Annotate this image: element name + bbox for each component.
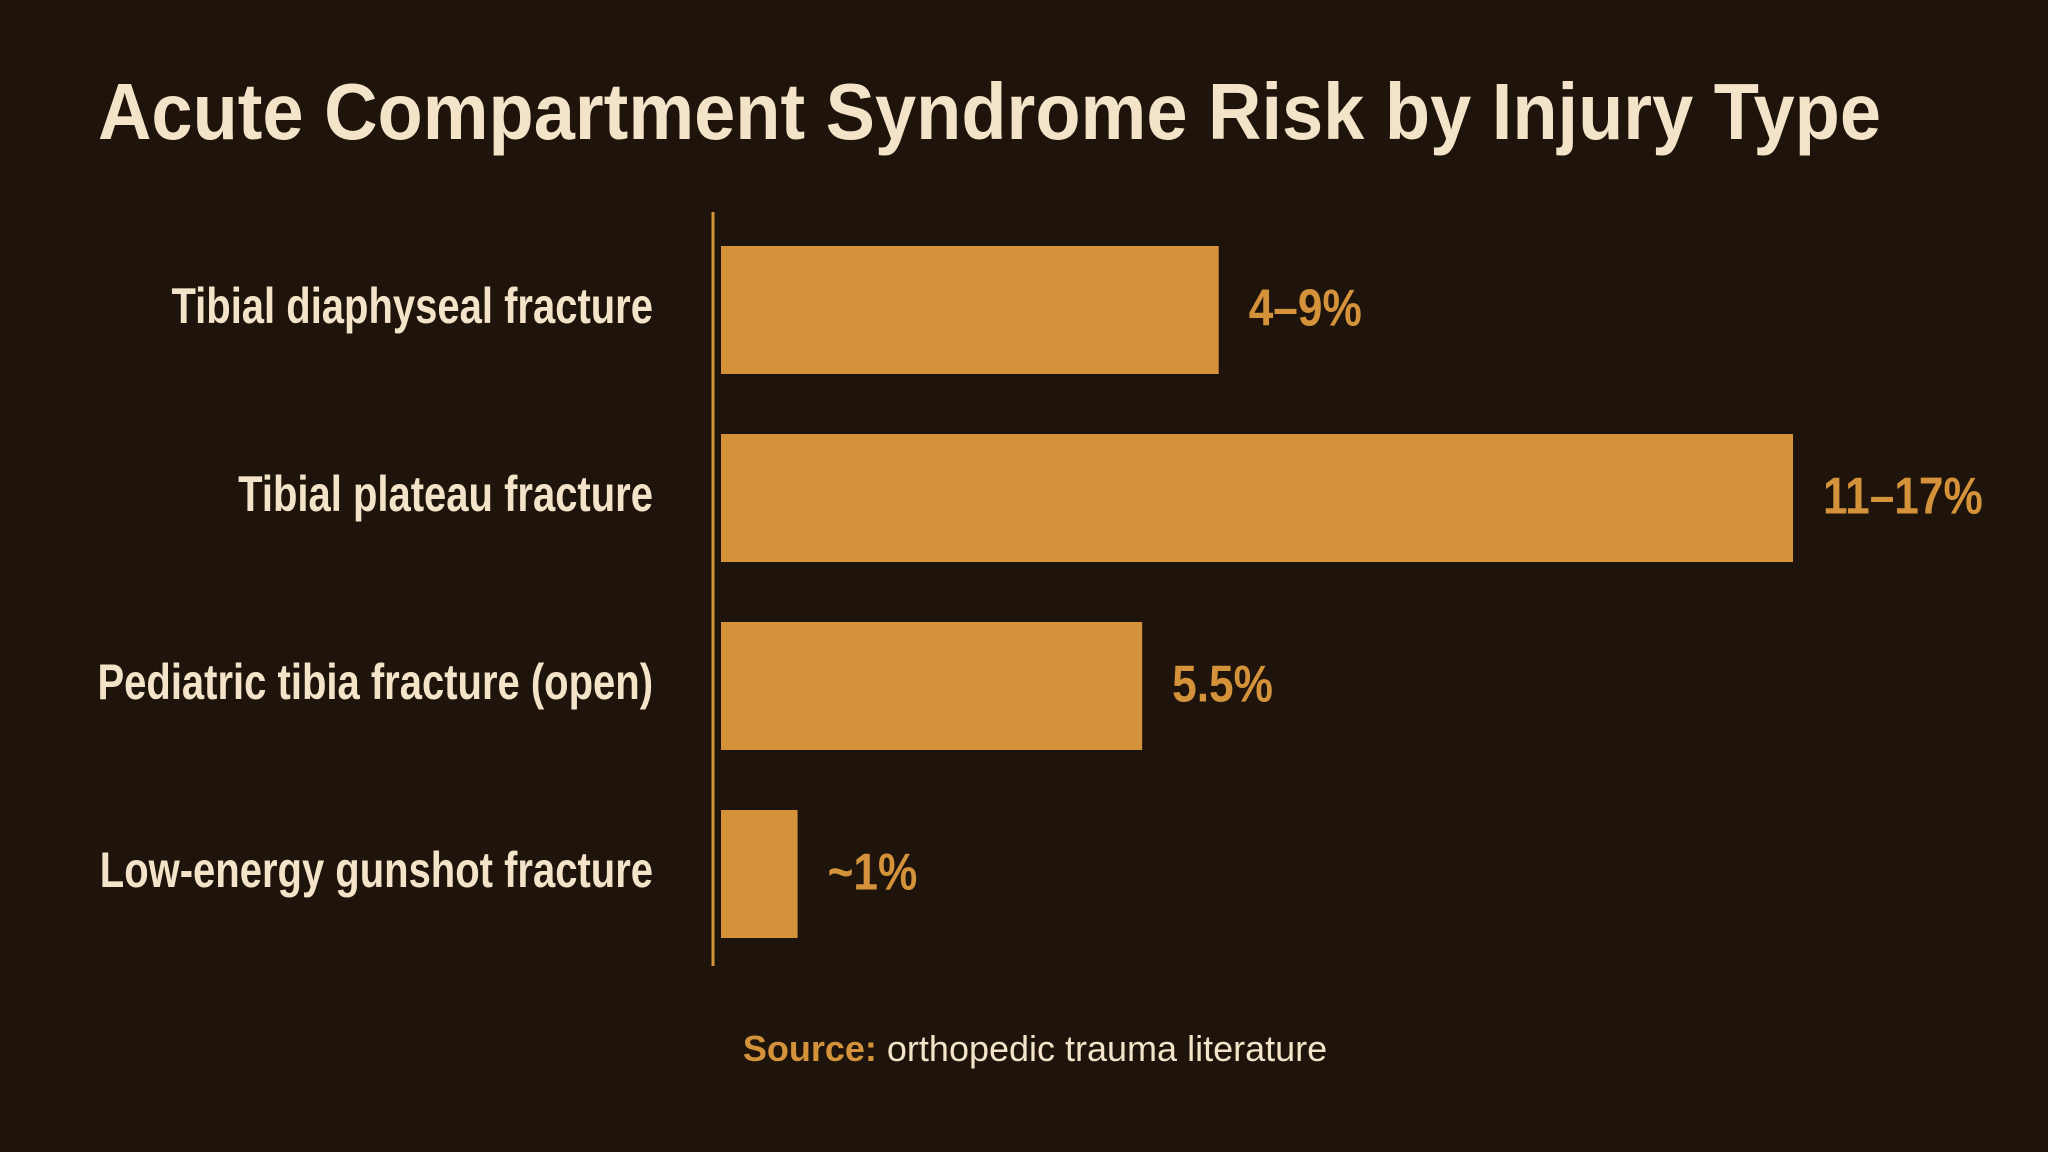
bar (721, 810, 798, 938)
category-label: Low-energy gunshot fracture (100, 842, 653, 898)
category-label: Pediatric tibia fracture (open) (97, 654, 653, 710)
value-label: 11–17% (1823, 467, 1983, 525)
source-label: Source: (743, 1028, 877, 1069)
value-label: 5.5% (1172, 655, 1273, 713)
bar (721, 246, 1219, 374)
category-label: Tibial plateau fracture (238, 466, 653, 522)
value-label: ~1% (828, 843, 918, 901)
bar (721, 434, 1793, 562)
category-label: Tibial diaphyseal fracture (171, 278, 653, 334)
bar (721, 622, 1143, 750)
chart-title: Acute Compartment Syndrome Risk by Injur… (98, 67, 1881, 156)
source-note: Source: orthopedic trauma literature (743, 1028, 1327, 1069)
source-text: orthopedic trauma literature (887, 1028, 1327, 1069)
value-label: 4–9% (1249, 279, 1362, 337)
